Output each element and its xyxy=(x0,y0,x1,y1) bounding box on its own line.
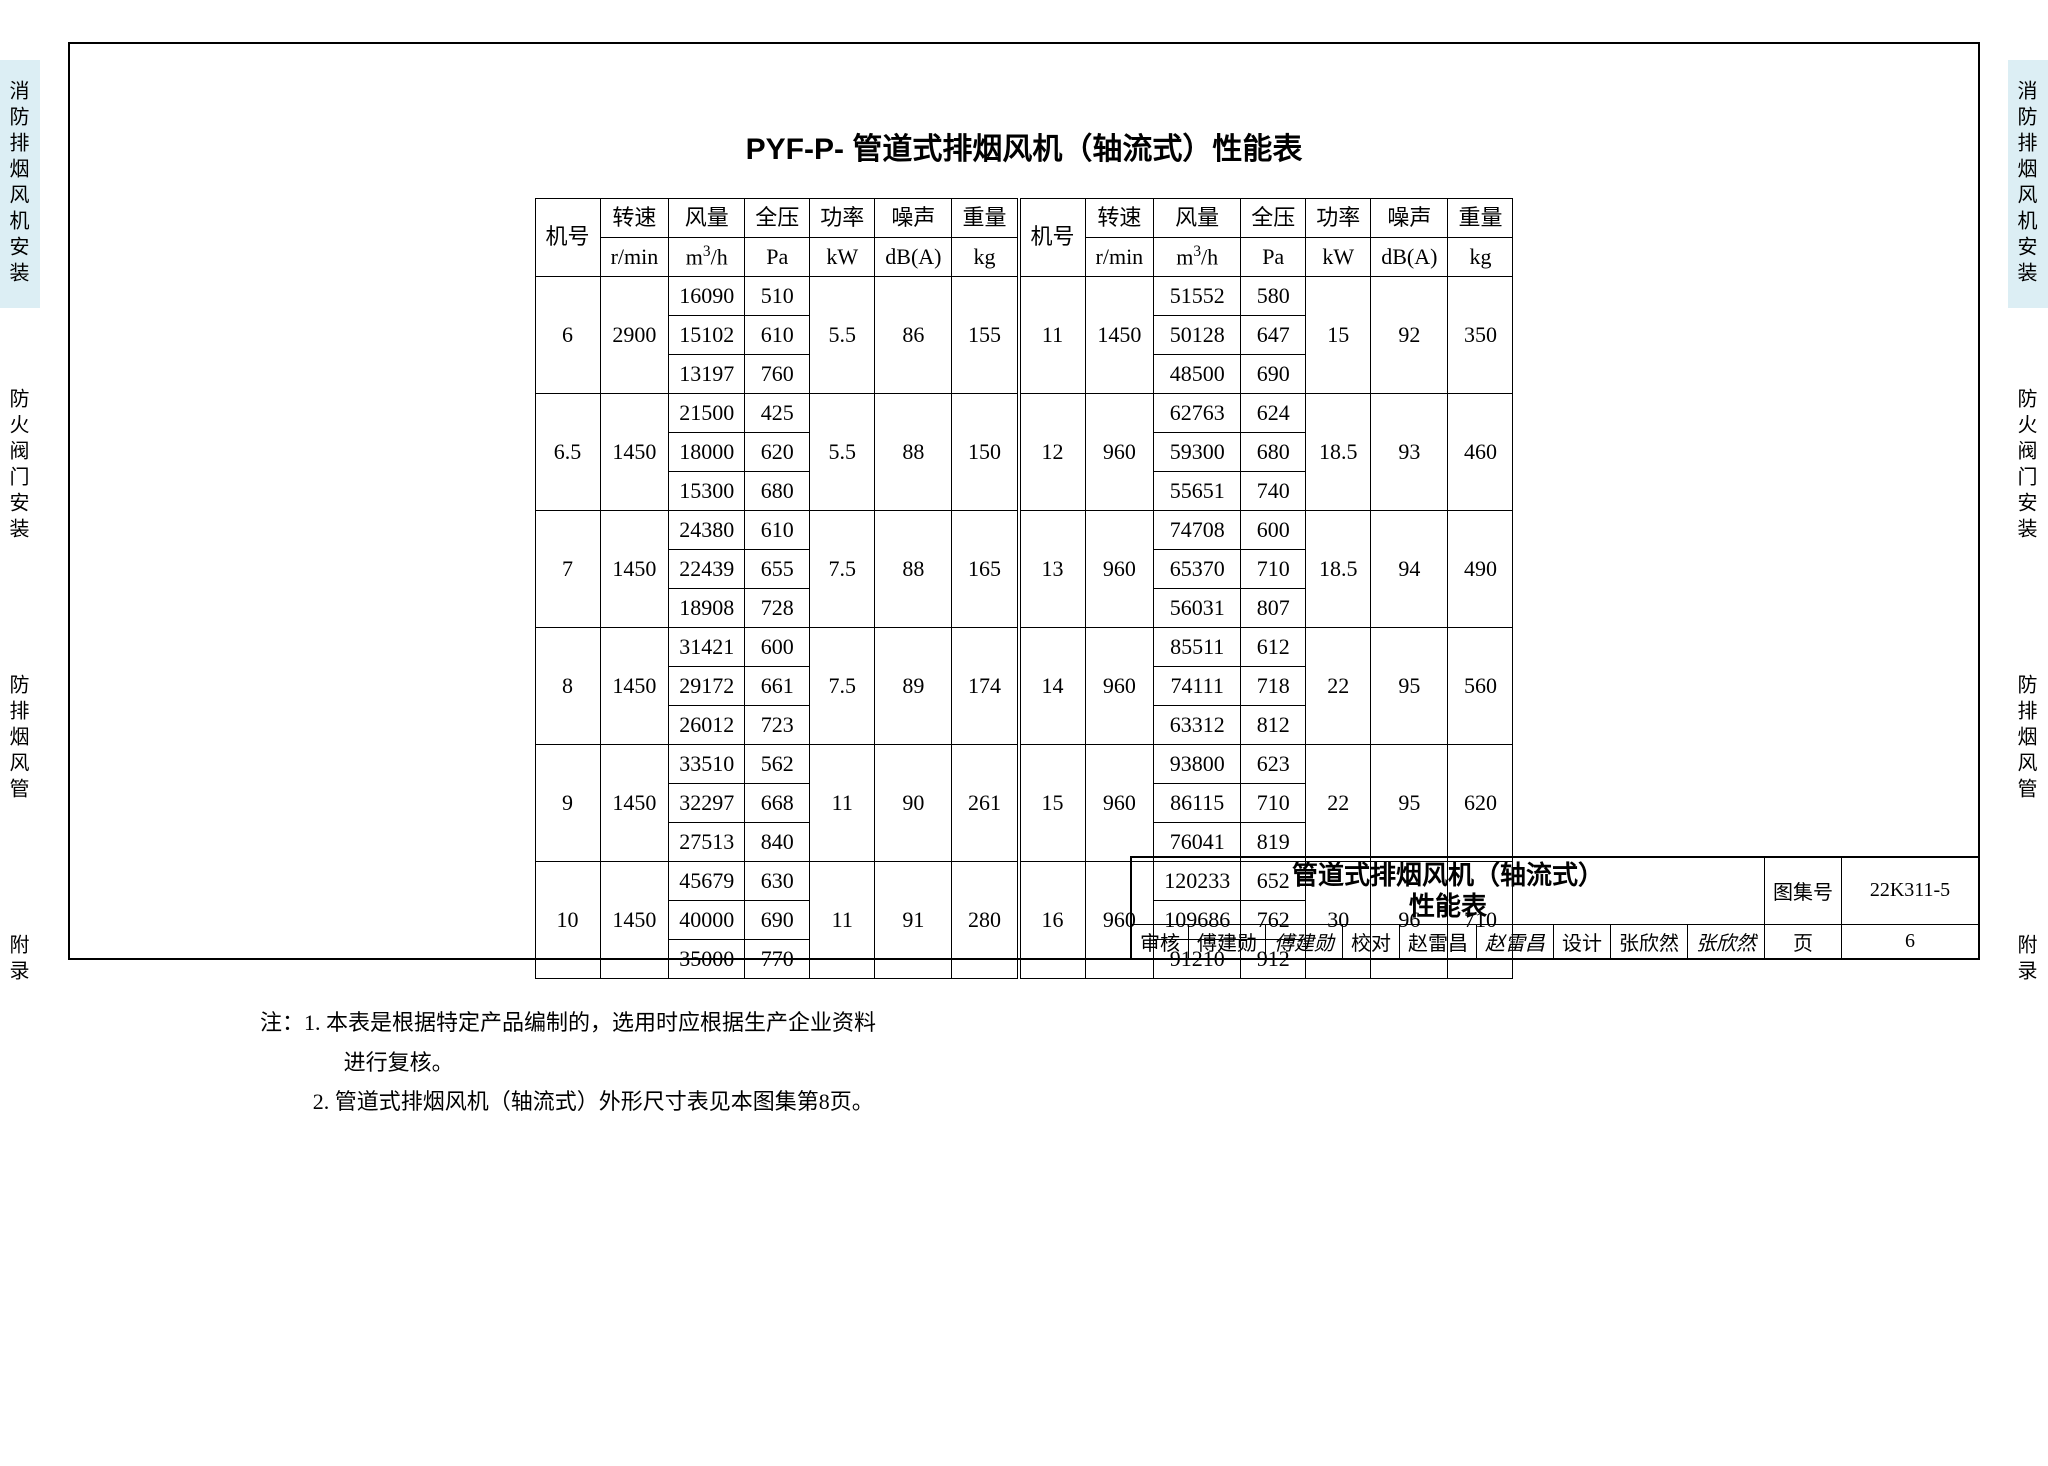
side-tab[interactable]: 防排烟风管 xyxy=(2008,654,2048,824)
th-flow-2: m3/h xyxy=(669,238,745,277)
th-flow-r2: m3/h xyxy=(1154,238,1241,277)
th-speed-1: 转速 xyxy=(600,199,669,238)
notes: 注：1. 本表是根据特定产品编制的，选用时应根据生产企业资料 进行复核。 2. … xyxy=(260,1003,1978,1122)
drawing-frame: PYF-P- 管道式排烟风机（轴流式）性能表 机号 转速 风量 全压 功率 噪声… xyxy=(68,42,1980,960)
th-noise-2: dB(A) xyxy=(875,238,952,277)
left-side-tabs: 消防排烟风机安装防火阀门安装防排烟风管附录 xyxy=(0,60,40,1096)
th-speed-r1: 转速 xyxy=(1085,199,1154,238)
th-press-2: Pa xyxy=(745,238,810,277)
th-press-r2: Pa xyxy=(1241,238,1306,277)
th-press-1: 全压 xyxy=(745,199,810,238)
side-tab[interactable]: 防火阀门安装 xyxy=(2008,368,2048,564)
th-noise-1: 噪声 xyxy=(875,199,952,238)
table-row: 81450314216007.5891741496085511612229556… xyxy=(535,628,1513,667)
th-press-r1: 全压 xyxy=(1241,199,1306,238)
side-tab[interactable]: 防火阀门安装 xyxy=(0,368,40,564)
th-flow-1: 风量 xyxy=(669,199,745,238)
th-no: 机号 xyxy=(535,199,600,277)
th-speed-r2: r/min xyxy=(1085,238,1154,277)
side-tab[interactable]: 附录 xyxy=(0,914,40,1006)
th-flow-r1: 风量 xyxy=(1154,199,1241,238)
right-side-tabs: 消防排烟风机安装防火阀门安装防排烟风管附录 xyxy=(2008,60,2048,1096)
th-pow-2: kW xyxy=(810,238,875,277)
th-wt-1: 重量 xyxy=(952,199,1019,238)
table-row: 6.51450215004255.588150129606276362418.5… xyxy=(535,394,1513,433)
side-tab[interactable]: 防排烟风管 xyxy=(0,654,40,824)
table-row: 62900160905105.5861551114505155258015923… xyxy=(535,277,1513,316)
th-noise-r2: dB(A) xyxy=(1371,238,1448,277)
th-pow-1: 功率 xyxy=(810,199,875,238)
side-tab[interactable]: 消防排烟风机安装 xyxy=(2008,60,2048,308)
th-noise-r1: 噪声 xyxy=(1371,199,1448,238)
side-tab[interactable]: 消防排烟风机安装 xyxy=(0,60,40,308)
table-title: PYF-P- 管道式排烟风机（轴流式）性能表 xyxy=(70,124,1978,168)
table-row: 71450243806107.588165139607470860018.594… xyxy=(535,511,1513,550)
th-pow-r1: 功率 xyxy=(1306,199,1371,238)
th-pow-r2: kW xyxy=(1306,238,1371,277)
th-wt-r1: 重量 xyxy=(1448,199,1513,238)
table-row: 9145033510562119026115960938006232295620 xyxy=(535,745,1513,784)
side-tab[interactable]: 附录 xyxy=(2008,914,2048,1006)
th-speed-2: r/min xyxy=(600,238,669,277)
th-wt-r2: kg xyxy=(1448,238,1513,277)
title-block: 管道式排烟风机（轴流式） 性能表 图集号 22K311-5 审核 傅建勋 傅建勋… xyxy=(1130,856,1980,960)
th-wt-2: kg xyxy=(952,238,1019,277)
th-no-r: 机号 xyxy=(1019,199,1086,277)
